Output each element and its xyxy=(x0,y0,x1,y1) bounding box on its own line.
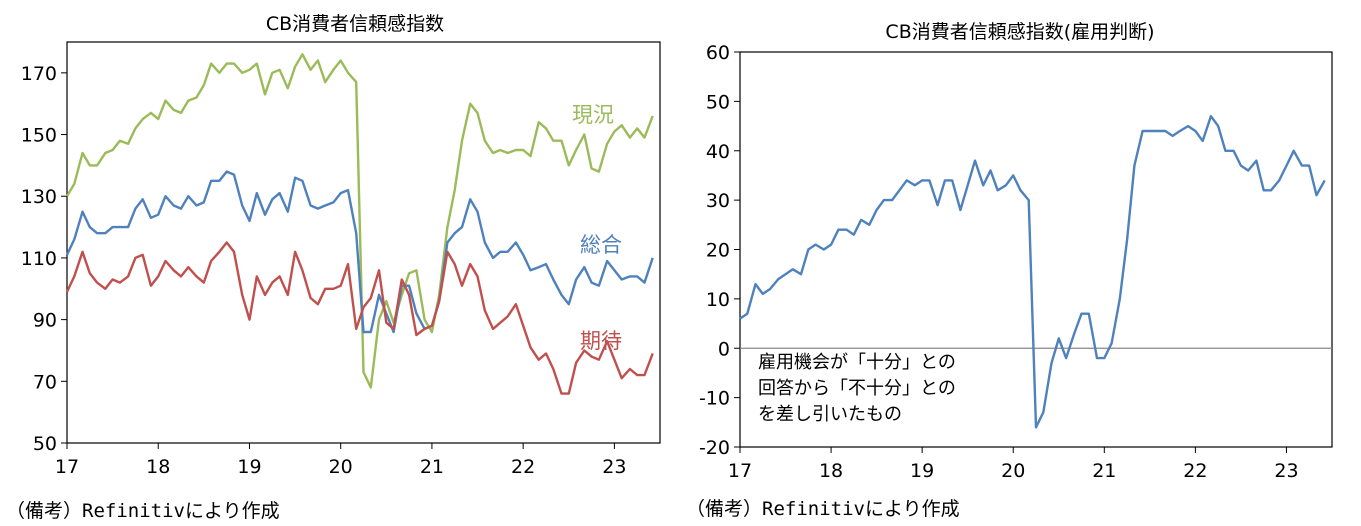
left-source-note: （備考）Refinitivにより作成 xyxy=(6,500,280,522)
left-plot-frame xyxy=(66,41,661,444)
y-tick-label: 10 xyxy=(706,289,730,311)
y-tick-label: 50 xyxy=(706,91,730,113)
x-tick-label: 20 xyxy=(329,456,353,478)
x-tick-label: 18 xyxy=(819,460,843,482)
series-line-1 xyxy=(739,114,1326,429)
right-chart: CB消費者信頼感指数(雇用判断) -20 -10 0 10 20 30 40 50 60 17 18… xyxy=(699,21,1333,482)
y-tick-label: -20 xyxy=(699,437,730,459)
x-tick-label: 20 xyxy=(1001,460,1025,482)
x-tick-label: 19 xyxy=(910,460,934,482)
y-tick-label: 20 xyxy=(706,240,730,262)
x-tick-label: 21 xyxy=(1092,460,1116,482)
annotation-line-3: を差し引いたもの xyxy=(758,404,902,425)
x-tick-label: 18 xyxy=(146,456,170,478)
x-tick-label: 21 xyxy=(420,456,444,478)
left-chart-title: CB消費者信頼感指数 xyxy=(266,13,444,35)
y-tick-label: 40 xyxy=(706,141,730,163)
series-label-3: 期待 xyxy=(580,329,622,353)
x-tick-label: 19 xyxy=(237,456,261,478)
y-tick-label: 30 xyxy=(706,190,730,212)
right-series-group xyxy=(739,114,1326,429)
left-series-group xyxy=(65,53,654,395)
y-tick-label: 70 xyxy=(33,371,57,393)
y-tick-label: 90 xyxy=(33,310,57,332)
x-tick-label: 22 xyxy=(511,456,535,478)
x-tick-label: 23 xyxy=(1274,460,1298,482)
series-label-2: 総合 xyxy=(580,233,622,257)
y-tick-label: 50 xyxy=(33,433,57,455)
annotation-box: 雇用機会が「十分」との 回答から「不十分」との を差し引いたもの xyxy=(758,350,956,428)
y-tick-label: 0 xyxy=(718,338,730,360)
y-tick-label: 150 xyxy=(21,125,57,147)
series-line-2 xyxy=(65,170,654,334)
y-tick-label: 60 xyxy=(706,42,730,64)
x-tick-label: 17 xyxy=(728,460,752,482)
left-axes: 50 70 90 110 130 150 170 17 18 19 20 21 22 23 xyxy=(21,63,627,478)
series-label-1: 現況 xyxy=(572,103,614,127)
series-line-1 xyxy=(65,53,654,389)
right-chart-title: CB消費者信頼感指数(雇用判断) xyxy=(885,21,1154,43)
left-chart: CB消費者信頼感指数 50 70 90 110 130 150 170 17 18 19 20 21 2… xyxy=(21,13,661,478)
series-line-3 xyxy=(65,241,654,395)
y-tick-label: 130 xyxy=(21,186,57,208)
x-tick-label: 17 xyxy=(55,456,79,478)
right-source-note: （備考）Refinitivにより作成 xyxy=(686,498,960,520)
y-tick-label: -10 xyxy=(699,388,730,410)
right-axes: -20 -10 0 10 20 30 40 50 60 17 18 19 20 21 22 23 xyxy=(699,42,1332,482)
y-tick-label: 110 xyxy=(21,248,57,270)
x-tick-label: 22 xyxy=(1183,460,1207,482)
x-tick-label: 23 xyxy=(602,456,626,478)
annotation-line-1: 雇用機会が「十分」との xyxy=(758,352,956,373)
annotation-line-2: 回答から「不十分」との xyxy=(758,378,956,399)
y-tick-label: 170 xyxy=(21,63,57,85)
